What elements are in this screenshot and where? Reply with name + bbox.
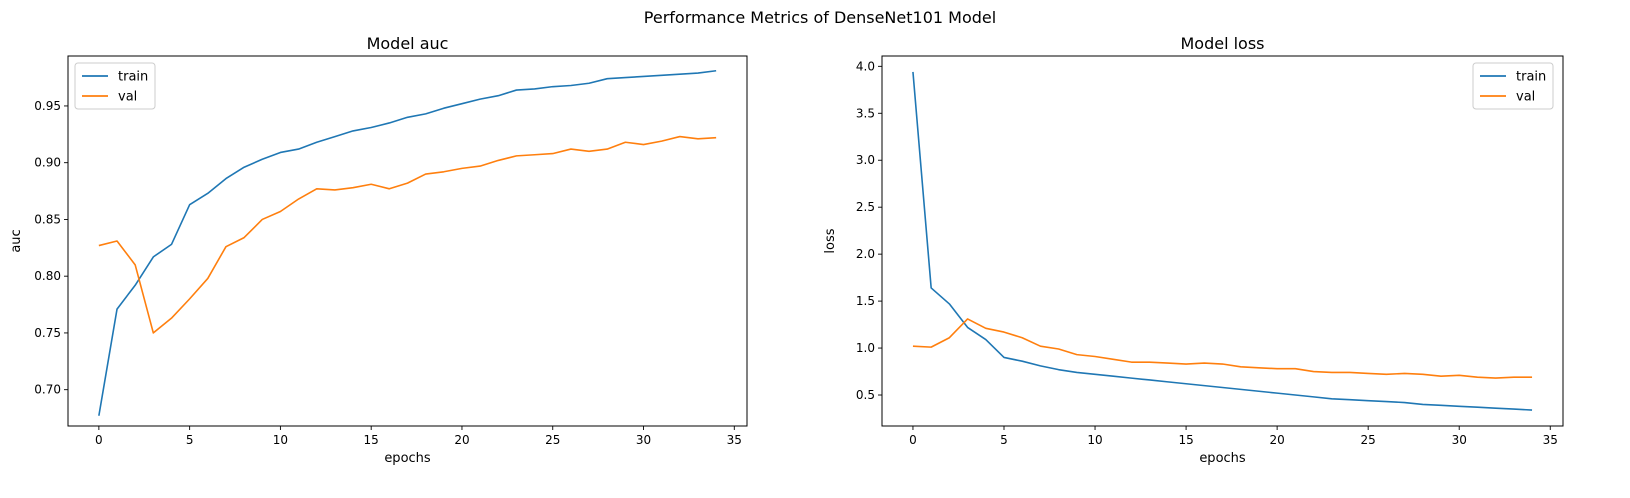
loss-ytick-label: 3.0	[856, 153, 875, 167]
loss-xtick-label: 5	[1000, 433, 1008, 447]
loss-x-axis-label: epochs	[1199, 451, 1246, 466]
figure-suptitle: Performance Metrics of DenseNet101 Model	[644, 8, 996, 27]
auc-legend-box	[74, 62, 156, 110]
auc-legend: train val	[74, 62, 156, 110]
loss-ytick-label: 0.5	[856, 388, 875, 402]
auc-series-line-train	[98, 69, 717, 416]
loss-chart-panel: Model loss 0 5 10 15 20 25 30 35 0.5 1.0 1.5 2.0 2.5 3…	[823, 34, 1564, 466]
auc-chart-title: Model auc	[367, 34, 449, 53]
loss-legend: train val	[1472, 62, 1554, 110]
loss-legend-box	[1472, 62, 1554, 110]
loss-legend-label-train: train	[1516, 70, 1546, 85]
loss-ytick-label: 1.5	[856, 294, 875, 308]
loss-xtick-label: 20	[1269, 433, 1284, 447]
auc-chart-panel: Model auc 0 5 10 15 20 25 30 35 0.70 0.75 0.80 0.85 0…	[9, 34, 748, 466]
loss-series-line-train	[912, 71, 1533, 411]
auc-ytick-label: 0.70	[34, 383, 61, 397]
auc-ytick-label: 0.85	[34, 212, 61, 226]
auc-ytick-label: 0.95	[34, 99, 61, 113]
auc-ytick-label: 0.75	[34, 326, 61, 340]
loss-ytick-label: 2.0	[856, 247, 875, 261]
auc-axes-frame	[67, 55, 748, 427]
loss-y-axis-label: loss	[823, 228, 838, 253]
loss-chart-title: Model loss	[1180, 34, 1264, 53]
auc-xtick-label: 25	[545, 433, 560, 447]
loss-xtick-label: 25	[1361, 433, 1376, 447]
auc-ytick-label: 0.80	[34, 269, 61, 283]
auc-xtick-label: 15	[364, 433, 379, 447]
loss-ytick-label: 4.0	[856, 59, 875, 73]
auc-xtick-label: 20	[454, 433, 469, 447]
auc-xtick-label: 10	[273, 433, 288, 447]
loss-legend-label-val: val	[1516, 90, 1535, 105]
auc-y-axis-label: auc	[9, 229, 24, 252]
auc-legend-label-train: train	[118, 70, 148, 85]
loss-xtick-label: 0	[909, 433, 917, 447]
auc-xtick-label: 0	[95, 433, 103, 447]
auc-series-line-val	[98, 135, 717, 334]
auc-xtick-label: 5	[186, 433, 194, 447]
loss-xtick-label: 35	[1543, 433, 1558, 447]
loss-xtick-label: 30	[1452, 433, 1467, 447]
auc-xtick-label: 35	[727, 433, 742, 447]
loss-ytick-label: 3.5	[856, 106, 875, 120]
loss-ytick-label: 1.0	[856, 341, 875, 355]
loss-xtick-label: 15	[1178, 433, 1193, 447]
auc-x-axis-label: epochs	[384, 451, 431, 466]
loss-axes-frame	[881, 55, 1564, 427]
auc-ytick-label: 0.90	[34, 156, 61, 170]
auc-xtick-label: 30	[636, 433, 651, 447]
loss-series-line-val	[912, 318, 1533, 379]
auc-legend-label-val: val	[118, 90, 137, 105]
loss-ytick-label: 2.5	[856, 200, 875, 214]
loss-xtick-label: 10	[1087, 433, 1102, 447]
